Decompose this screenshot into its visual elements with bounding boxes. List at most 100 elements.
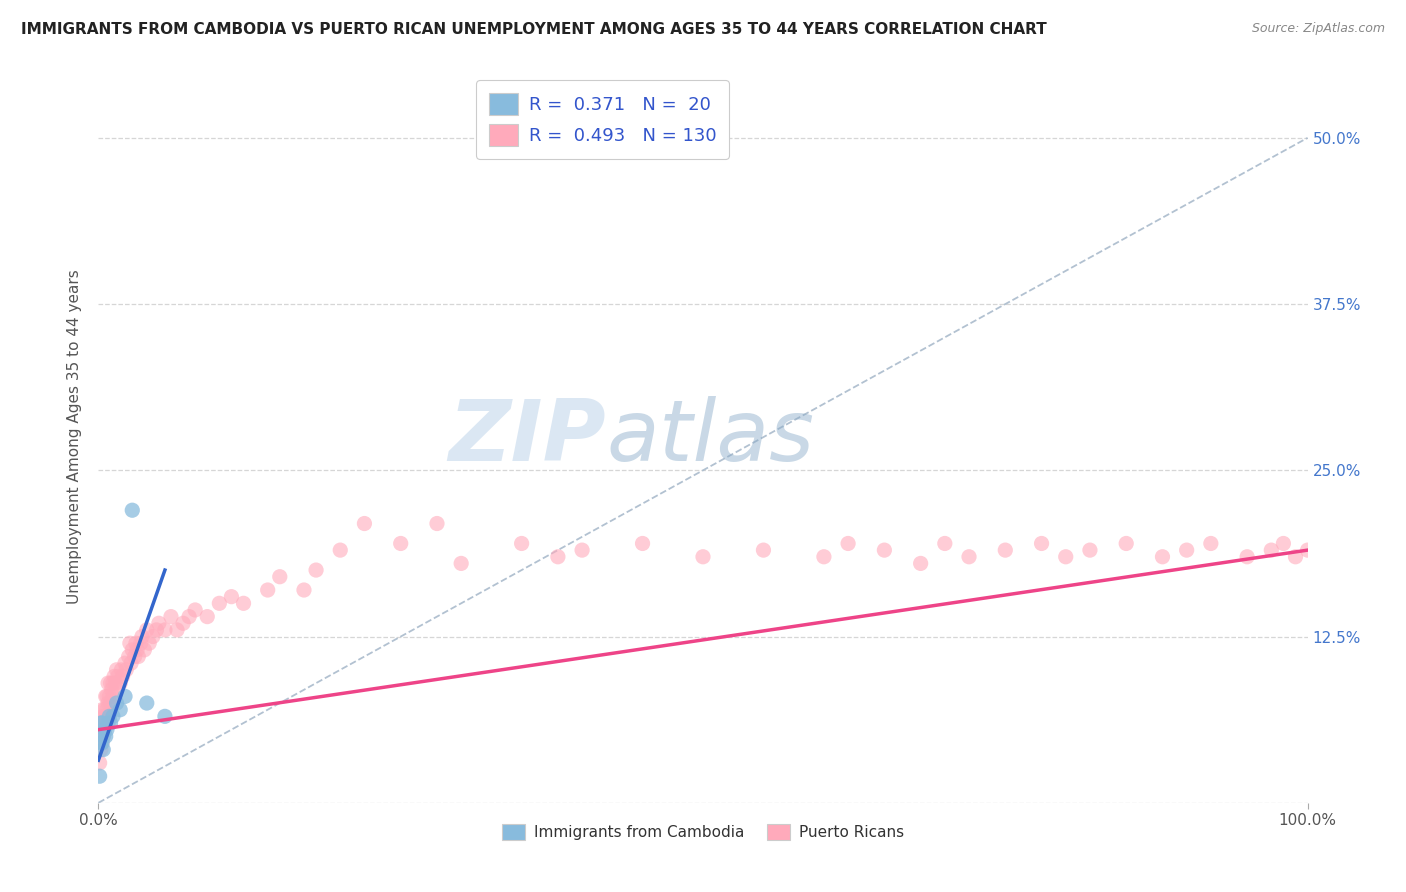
Point <box>91 709 114 723</box>
Point <box>105 663 128 677</box>
Point <box>813 549 835 564</box>
Point <box>994 543 1017 558</box>
Point <box>148 616 170 631</box>
Point <box>153 623 176 637</box>
Point <box>90 723 112 737</box>
Point <box>127 649 149 664</box>
Point <box>96 703 118 717</box>
Point <box>100 716 122 731</box>
Point <box>90 716 112 731</box>
Point <box>910 557 932 571</box>
Point <box>1078 543 1101 558</box>
Point <box>426 516 449 531</box>
Point <box>166 623 188 637</box>
Point <box>153 709 176 723</box>
Point <box>89 756 111 770</box>
Point <box>160 609 183 624</box>
Point <box>571 543 593 558</box>
Point <box>108 703 131 717</box>
Point <box>121 503 143 517</box>
Point <box>114 656 136 670</box>
Point <box>110 663 132 677</box>
Point <box>98 690 121 704</box>
Point <box>91 729 114 743</box>
Point <box>91 736 114 750</box>
Text: atlas: atlas <box>606 395 814 479</box>
Point <box>631 536 654 550</box>
Point <box>269 570 291 584</box>
Point <box>389 536 412 550</box>
Point <box>90 716 112 731</box>
Point <box>1199 536 1222 550</box>
Point <box>108 676 131 690</box>
Point <box>752 543 775 558</box>
Point <box>353 516 375 531</box>
Point <box>1236 549 1258 564</box>
Point <box>127 643 149 657</box>
Point <box>129 636 152 650</box>
Point <box>97 696 120 710</box>
Point <box>125 636 148 650</box>
Point <box>232 596 254 610</box>
Point <box>208 596 231 610</box>
Point <box>138 636 160 650</box>
Point <box>172 616 194 631</box>
Point <box>97 676 120 690</box>
Point <box>305 563 328 577</box>
Point <box>90 736 112 750</box>
Point <box>1152 549 1174 564</box>
Point <box>934 536 956 550</box>
Point <box>89 769 111 783</box>
Point <box>134 643 156 657</box>
Point <box>111 669 134 683</box>
Point <box>195 609 218 624</box>
Point <box>292 582 315 597</box>
Y-axis label: Unemployment Among Ages 35 to 44 years: Unemployment Among Ages 35 to 44 years <box>67 269 83 605</box>
Point <box>450 557 472 571</box>
Point <box>957 549 980 564</box>
Point <box>107 669 129 683</box>
Point <box>96 723 118 737</box>
Point <box>91 736 114 750</box>
Point <box>1260 543 1282 558</box>
Point <box>329 543 352 558</box>
Point <box>118 649 141 664</box>
Point <box>692 549 714 564</box>
Point <box>93 723 115 737</box>
Legend: Immigrants from Cambodia, Puerto Ricans: Immigrants from Cambodia, Puerto Ricans <box>495 818 911 847</box>
Point <box>89 729 111 743</box>
Point <box>114 690 136 704</box>
Point <box>221 590 243 604</box>
Point <box>105 696 128 710</box>
Point <box>91 729 114 743</box>
Point <box>118 636 141 650</box>
Point <box>1054 549 1077 564</box>
Point <box>1031 536 1053 550</box>
Text: IMMIGRANTS FROM CAMBODIA VS PUERTO RICAN UNEMPLOYMENT AMONG AGES 35 TO 44 YEARS : IMMIGRANTS FROM CAMBODIA VS PUERTO RICAN… <box>21 22 1047 37</box>
Text: Source: ZipAtlas.com: Source: ZipAtlas.com <box>1251 22 1385 36</box>
Point <box>101 690 124 704</box>
Point <box>145 623 167 637</box>
Point <box>91 716 114 731</box>
Point <box>547 549 569 564</box>
Point <box>93 703 115 717</box>
Point <box>97 716 120 731</box>
Point <box>1296 543 1319 558</box>
Point <box>873 543 896 558</box>
Point <box>1115 536 1137 550</box>
Point <box>124 649 146 664</box>
Point <box>94 729 117 743</box>
Text: ZIP: ZIP <box>449 395 606 479</box>
Point <box>104 676 127 690</box>
Point <box>837 536 859 550</box>
Point <box>135 623 157 637</box>
Point <box>94 709 117 723</box>
Point <box>120 656 142 670</box>
Point <box>98 709 121 723</box>
Point <box>103 669 125 683</box>
Point <box>100 696 122 710</box>
Point <box>93 723 115 737</box>
Point <box>101 676 124 690</box>
Point <box>100 676 122 690</box>
Point <box>105 682 128 697</box>
